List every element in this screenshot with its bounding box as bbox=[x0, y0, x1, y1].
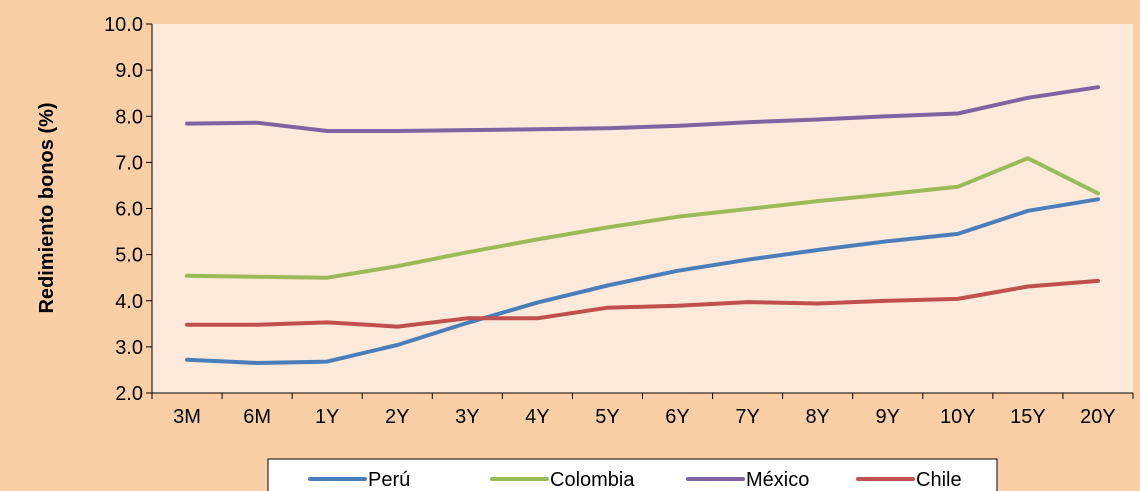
series-layer bbox=[185, 85, 1100, 365]
x-tick-label: 5Y bbox=[595, 406, 619, 428]
series-line-1 bbox=[185, 156, 1100, 280]
legend-label: Chile bbox=[916, 469, 962, 491]
y-tick-label: 2.0 bbox=[115, 383, 143, 405]
plot-area bbox=[152, 24, 1133, 393]
x-tick-label: 10Y bbox=[940, 406, 976, 428]
series-line-0 bbox=[185, 197, 1100, 365]
x-tick-label: 2Y bbox=[385, 406, 409, 428]
y-axis: 2.0 3.0 4.0 5.0 6.0 7.0 8.0 9.0 10.0 bbox=[104, 14, 153, 405]
legend-label: Perú bbox=[368, 469, 410, 491]
legend-label: Colombia bbox=[550, 469, 635, 491]
x-tick-label: 8Y bbox=[805, 406, 829, 428]
x-tick-label: 7Y bbox=[735, 406, 759, 428]
y-tick-label: 3.0 bbox=[115, 337, 143, 359]
y-tick-label: 5.0 bbox=[115, 245, 143, 267]
x-tick-label: 15Y bbox=[1010, 406, 1046, 428]
y-tick-label: 4.0 bbox=[115, 291, 143, 313]
x-tick-label: 3Y bbox=[455, 406, 479, 428]
x-tick-label: 9Y bbox=[876, 406, 900, 428]
y-axis-title: Redimiento bonos (%) bbox=[36, 102, 58, 313]
legend-box bbox=[267, 458, 998, 491]
legend-label: México bbox=[746, 469, 809, 491]
x-tick-label: 6M bbox=[243, 406, 271, 428]
legend: Perú Colombia México Chile bbox=[267, 458, 998, 491]
y-tick-label: 6.0 bbox=[115, 199, 143, 221]
x-axis: 3M 6M 1Y 2Y 3Y 4Y 5Y 6Y 7Y 8Y 9Y 10Y 15Y 20Y bbox=[151, 392, 1134, 428]
series-line-3 bbox=[185, 278, 1100, 329]
x-tick-label: 4Y bbox=[525, 406, 549, 428]
series-line-2 bbox=[185, 85, 1100, 133]
x-tick-label: 3M bbox=[173, 406, 201, 428]
y-tick-label: 8.0 bbox=[115, 106, 143, 128]
y-tick-label: 10.0 bbox=[104, 14, 143, 36]
x-tick-label: 20Y bbox=[1080, 406, 1116, 428]
x-tick-label: 1Y bbox=[315, 406, 339, 428]
y-tick-label: 7.0 bbox=[115, 152, 143, 174]
y-tick-label: 9.0 bbox=[115, 60, 143, 82]
x-tick-label: 6Y bbox=[665, 406, 689, 428]
